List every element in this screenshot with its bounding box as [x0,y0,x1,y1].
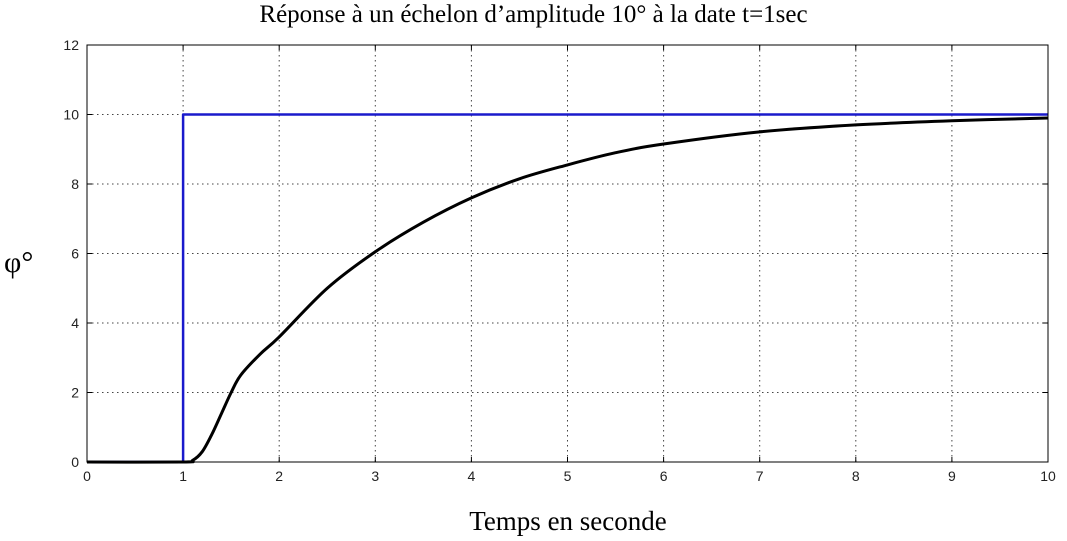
y-tick-label: 6 [71,246,79,262]
x-axis-label: Temps en seconde [469,506,667,536]
x-tick-label: 2 [275,468,283,484]
response-curve-line [86,116,1049,464]
x-tick-label: 10 [1040,468,1056,484]
x-tick-label: 1 [179,468,187,484]
x-tick-label: 3 [371,468,379,484]
x-tick-label: 5 [564,468,572,484]
y-tick-label: 2 [71,385,79,401]
plot-border [86,44,1049,463]
y-tick-label: 10 [63,107,79,123]
x-tick-label: 6 [660,468,668,484]
y-tick-label: 12 [63,37,79,53]
x-tick-label: 0 [83,468,91,484]
chart-title: Réponse à un échelon d’amplitude 10° à l… [259,1,808,28]
x-tick-label: 7 [756,468,764,484]
x-tick-label: 4 [468,468,476,484]
y-axis-label: φ° [4,246,34,279]
y-tick-label: 0 [71,454,79,470]
y-tick-label: 4 [71,315,79,331]
y-tick-label: 8 [71,176,79,192]
x-tick-label: 8 [852,468,860,484]
x-tick-label: 9 [948,468,956,484]
